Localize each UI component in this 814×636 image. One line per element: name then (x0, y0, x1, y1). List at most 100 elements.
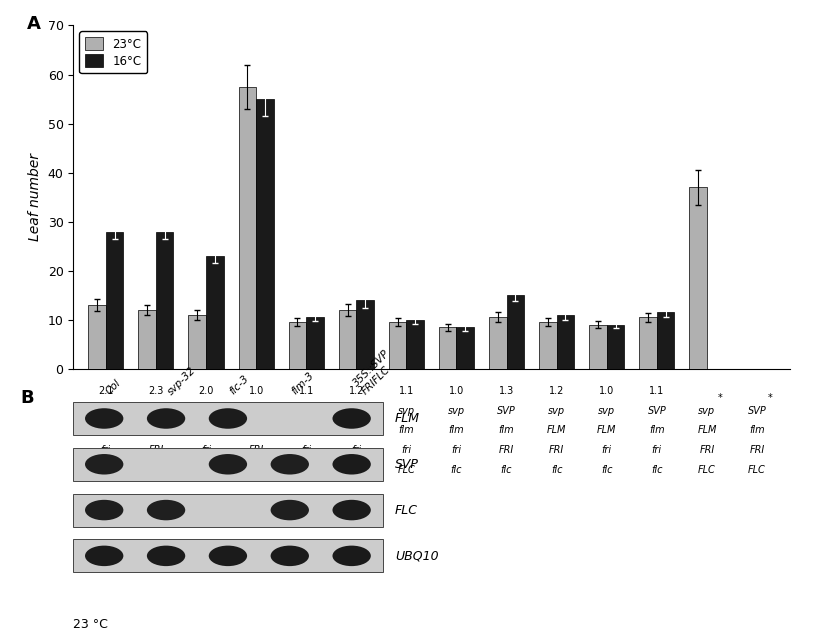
Ellipse shape (270, 500, 309, 520)
Text: FLC: FLC (748, 464, 766, 474)
FancyBboxPatch shape (73, 494, 383, 527)
Text: FRI: FRI (248, 445, 264, 455)
Text: FLM: FLM (698, 425, 716, 435)
Text: svp: svp (548, 406, 565, 416)
Text: B: B (20, 389, 34, 407)
Text: FLC: FLC (97, 464, 115, 474)
Text: A: A (27, 15, 41, 33)
Text: flm: flm (749, 425, 765, 435)
Bar (589, 325, 606, 369)
Text: 2.1: 2.1 (98, 386, 113, 396)
Text: FLM: FLM (597, 425, 616, 435)
Text: flc: flc (200, 464, 212, 474)
Text: SVP: SVP (747, 406, 767, 416)
Bar (557, 315, 574, 369)
Text: Col: Col (104, 378, 123, 397)
Bar (206, 256, 224, 369)
Bar (189, 315, 206, 369)
Text: FLM: FLM (547, 425, 567, 435)
Text: fri: fri (452, 445, 462, 455)
Text: 2.3: 2.3 (148, 386, 164, 396)
Text: fri: fri (101, 445, 111, 455)
Text: SVP: SVP (647, 406, 666, 416)
Text: FLC: FLC (698, 464, 716, 474)
Bar (106, 232, 124, 369)
Ellipse shape (270, 454, 309, 474)
Text: FLC: FLC (395, 504, 418, 516)
Text: FLM: FLM (96, 425, 116, 435)
Text: flm: flm (348, 425, 364, 435)
Text: 23 °C: 23 °C (73, 618, 108, 631)
Text: FRI: FRI (750, 445, 764, 455)
FancyBboxPatch shape (73, 539, 383, 572)
Text: 1.0: 1.0 (248, 386, 264, 396)
Text: 1.3: 1.3 (499, 386, 514, 396)
Text: FLM: FLM (296, 425, 316, 435)
Text: 1.1: 1.1 (299, 386, 314, 396)
Text: FLC: FLC (397, 464, 415, 474)
Ellipse shape (208, 546, 247, 566)
Text: fri: fri (602, 445, 612, 455)
Text: fri: fri (201, 445, 211, 455)
Text: SVP: SVP (497, 406, 516, 416)
Text: FRI: FRI (499, 445, 514, 455)
Bar (239, 86, 256, 369)
Text: flm: flm (649, 425, 665, 435)
Bar (439, 327, 457, 369)
Text: FLC: FLC (247, 464, 265, 474)
Ellipse shape (208, 454, 247, 474)
Text: FRI: FRI (148, 445, 164, 455)
Text: 1.0: 1.0 (449, 386, 464, 396)
Bar (539, 322, 557, 369)
Legend: 23°C, 16°C: 23°C, 16°C (79, 31, 147, 74)
Text: FLM: FLM (147, 425, 165, 435)
Bar (406, 320, 424, 369)
Text: flm: flm (499, 425, 514, 435)
Bar (489, 317, 506, 369)
Text: FLM: FLM (395, 412, 420, 425)
Bar (138, 310, 156, 369)
Text: SVP: SVP (395, 458, 418, 471)
Bar (289, 322, 306, 369)
Text: flc: flc (150, 464, 162, 474)
Ellipse shape (208, 408, 247, 429)
Ellipse shape (332, 500, 371, 520)
Text: 2.0: 2.0 (199, 386, 214, 396)
Text: flc: flc (551, 464, 562, 474)
Text: FLM: FLM (247, 425, 266, 435)
Text: svp: svp (448, 406, 465, 416)
Text: 1.0: 1.0 (599, 386, 615, 396)
Bar (389, 322, 406, 369)
Ellipse shape (270, 546, 309, 566)
Text: flc-3: flc-3 (228, 374, 251, 397)
Ellipse shape (332, 408, 371, 429)
Text: FLC: FLC (297, 464, 315, 474)
Text: *: * (718, 394, 723, 403)
Bar (339, 310, 357, 369)
Text: flc: flc (501, 464, 512, 474)
Bar (306, 317, 324, 369)
Bar (606, 325, 624, 369)
Bar (88, 305, 106, 369)
Text: flm: flm (449, 425, 464, 435)
Y-axis label: Leaf number: Leaf number (28, 153, 42, 241)
Text: 35S::SVP
FRIFLC: 35S::SVP FRIFLC (352, 349, 400, 397)
Text: *: * (768, 394, 772, 403)
Text: fri: fri (301, 445, 311, 455)
FancyBboxPatch shape (73, 402, 383, 435)
FancyBboxPatch shape (73, 448, 383, 481)
Text: svp-32: svp-32 (166, 365, 198, 397)
Ellipse shape (85, 500, 124, 520)
Ellipse shape (147, 500, 186, 520)
Bar (657, 312, 674, 369)
Text: 1.1: 1.1 (650, 386, 664, 396)
Ellipse shape (147, 408, 186, 429)
Text: FRI: FRI (549, 445, 564, 455)
Text: fri: fri (652, 445, 662, 455)
Ellipse shape (85, 408, 124, 429)
Ellipse shape (332, 454, 371, 474)
Text: UBQ10: UBQ10 (395, 550, 439, 562)
Text: SVP: SVP (247, 406, 265, 416)
Text: svp: svp (598, 406, 615, 416)
Ellipse shape (332, 546, 371, 566)
